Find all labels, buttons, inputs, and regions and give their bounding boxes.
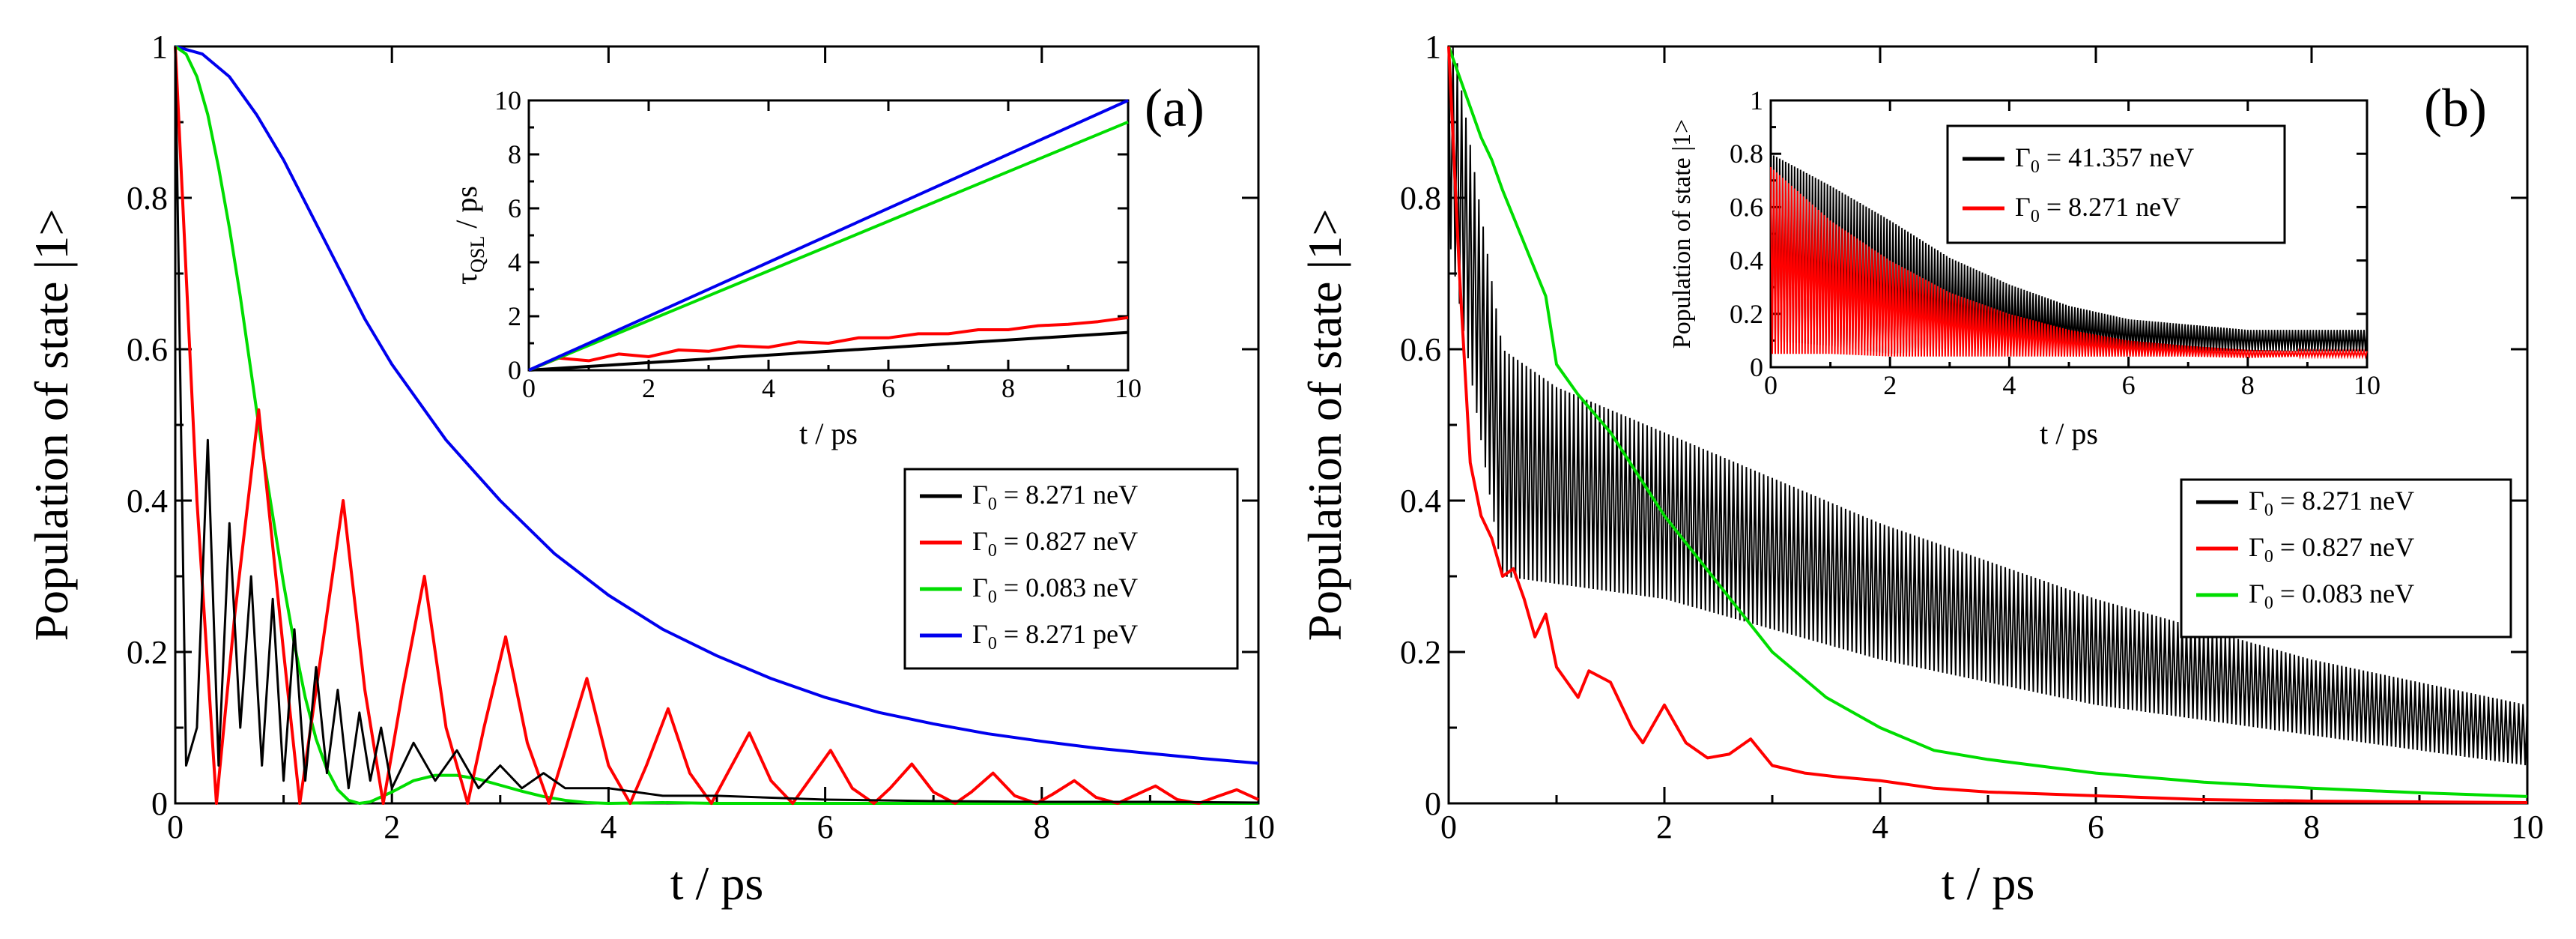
panel-b-ytick-label: 0.4 (1400, 483, 1441, 519)
panel-b-ytick-label: 1 (1425, 28, 1441, 65)
panel-a-series-line (174, 46, 1259, 804)
panel-a-inset-xtick-label: 6 (882, 373, 895, 403)
panel-b-inset: 0 2 4 6 8 10 0 0.2 0.4 0.6 0.8 1 Γ0 = 41.357 neV Γ0 … (1668, 85, 2380, 450)
panel-a-inset-ytick-label: 8 (508, 139, 521, 169)
panel-b-legend-label: Γ0 = 0.827 neV (2249, 532, 2414, 567)
panel-a-inset-ytick-label: 10 (494, 85, 521, 115)
panel-a-inset-xtick-label: 10 (1115, 373, 1142, 403)
panel-b-series (1447, 46, 2528, 804)
panel-b-xlabel: t / ps (1942, 857, 2034, 910)
panel-a-inset-series-line (528, 330, 1129, 372)
panel-b-inset-xtick-label: 10 (2354, 370, 2380, 400)
panel-a-ytick-label: 0 (151, 785, 168, 822)
panel-a-ytick-label: 0.2 (127, 634, 168, 671)
panel-b-legend-label: Γ0 = 8.271 neV (2249, 486, 2414, 520)
panel-b-inset-legend-label: Γ0 = 41.357 neV (2015, 142, 2194, 177)
panel-b-series-band (1448, 46, 2528, 766)
panel-a-inset-ylabel-symbol: τ (449, 273, 483, 285)
panel-a-inset-ytick-label: 2 (508, 301, 521, 331)
panel-a-ylabel: Population of state |1> (25, 209, 78, 641)
panel-a-ytick-label: 0.6 (127, 331, 168, 368)
panel-b-inset-xtick-label: 6 (2122, 370, 2136, 400)
panel-b-legend: Γ0 = 8.271 neV Γ0 = 0.827 neV Γ0 = 0.083 n… (2180, 478, 2512, 638)
panel-a-inset-ylabel-sub: QSL (467, 236, 488, 273)
panel-a-xtick-label: 2 (384, 809, 400, 845)
panel-a-xtick-label: 6 (817, 809, 834, 845)
panel-b-xtick-label: 2 (1656, 809, 1673, 845)
panel-a-inset-ytick-label: 0 (508, 355, 521, 385)
panel-b-inset-ytick-label: 0.4 (1730, 246, 1763, 276)
panel-b-xtick-label: 8 (2303, 809, 2320, 845)
panel-a-series-line (175, 45, 1259, 765)
panel-a-legend-label: Γ0 = 0.083 neV (972, 573, 1138, 607)
panel-b-legend-label: Γ0 = 0.083 neV (2249, 579, 2414, 613)
panel-a-inset: 0 2 4 6 8 10 0 2 4 6 8 10 t / ps τQSL / ps (449, 85, 1142, 450)
panel-b-xtick-label: 10 (2511, 809, 2544, 845)
panel-b-inset-xlabel: t / ps (2040, 417, 2098, 450)
panel-a-series-line (174, 46, 1259, 805)
panel-a-series-line (174, 45, 1258, 805)
panel-b-ytick-label: 0.8 (1400, 180, 1441, 217)
panel-b-inset-legend-label: Γ0 = 8.271 neV (2015, 192, 2180, 226)
panel-a-xtick-label: 0 (167, 809, 184, 845)
panel-b-legend-box (2180, 478, 2512, 638)
panel-a-legend: Γ0 = 8.271 neV Γ0 = 0.827 neV Γ0 = 0.083 n… (903, 468, 1239, 670)
panel-b-inset-ytick-label: 0.2 (1730, 299, 1763, 329)
panel-a-series (174, 45, 1259, 805)
panel-b-series-line (1447, 46, 2528, 798)
panel-b-inset-series-band (1770, 166, 2368, 360)
panel-a-letter: (a) (1145, 78, 1204, 138)
panel-b-inset-xtick-label: 2 (1883, 370, 1897, 400)
panel-a-xtick-label: 4 (600, 809, 616, 845)
panel-b-ytick-label: 0.6 (1400, 331, 1441, 368)
panel-b-inset-ytick-label: 1 (1750, 85, 1763, 115)
panel-b-xtick-label: 4 (1872, 809, 1888, 845)
panel-a-xtick-label: 10 (1242, 809, 1275, 845)
panel-b-inset-xtick-label: 8 (2241, 370, 2255, 400)
panel-a-ytick-label: 0.4 (127, 483, 168, 519)
panel-b-ytick-label: 0 (1425, 785, 1441, 822)
panel-b-inset-ytick-label: 0.6 (1730, 192, 1763, 222)
panel-b-ylabel: Population of state |1> (1298, 209, 1351, 641)
panel-b-letter: (b) (2424, 78, 2487, 138)
panel-a-xtick-label: 8 (1034, 809, 1050, 845)
panel-b-inset-ylabel: Population of state |1> (1668, 119, 1696, 348)
panel-b-inset-legend-box (1946, 124, 2286, 244)
panel-b-inset-ytick-label: 0 (1750, 352, 1763, 382)
panel-a-ytick-label: 1 (151, 28, 168, 65)
panel-b-inset-ytick-label: 0.8 (1730, 139, 1763, 169)
panel-a-inset-ytick-label: 4 (508, 247, 521, 277)
panel-a-xlabel: t / ps (670, 857, 763, 910)
panel-a-legend-label: Γ0 = 8.271 peV (972, 619, 1138, 653)
panel-a: 0 2 4 6 8 10 0 0.2 0.4 0.6 0.8 1 t / ps Population … (25, 28, 1275, 910)
panel-a-inset-xlabel: t / ps (799, 417, 858, 450)
panel-b-inset-xtick-label: 4 (2002, 370, 2016, 400)
panel-a-inset-xtick-label: 8 (1001, 373, 1015, 403)
panel-a-inset-xtick-label: 2 (642, 373, 655, 403)
panel-b-series-line (1447, 46, 2528, 804)
panel-a-inset-ylabel: τQSL / ps (449, 186, 488, 285)
panel-a-inset-series-line (528, 120, 1129, 372)
panel-a-legend-label: Γ0 = 0.827 neV (972, 526, 1138, 561)
panel-a-legend-label: Γ0 = 8.271 neV (972, 480, 1138, 514)
panel-a-inset-ylabel-rest: / ps (449, 186, 483, 236)
panel-a-inset-xtick-label: 4 (762, 373, 775, 403)
panel-a-ytick-label: 0.8 (127, 180, 168, 217)
panel-b-inset-xtick-label: 0 (1764, 370, 1778, 400)
panel-a-inset-series-line (528, 99, 1129, 372)
panel-a-inset-xtick-label: 0 (522, 373, 536, 403)
panel-b-xtick-label: 0 (1440, 809, 1457, 845)
panel-b-ytick-label: 0.2 (1400, 634, 1441, 671)
panel-a-inset-series-line (528, 315, 1129, 372)
panel-a-inset-ytick-label: 6 (508, 193, 521, 223)
panel-b-xtick-label: 6 (2088, 809, 2104, 845)
